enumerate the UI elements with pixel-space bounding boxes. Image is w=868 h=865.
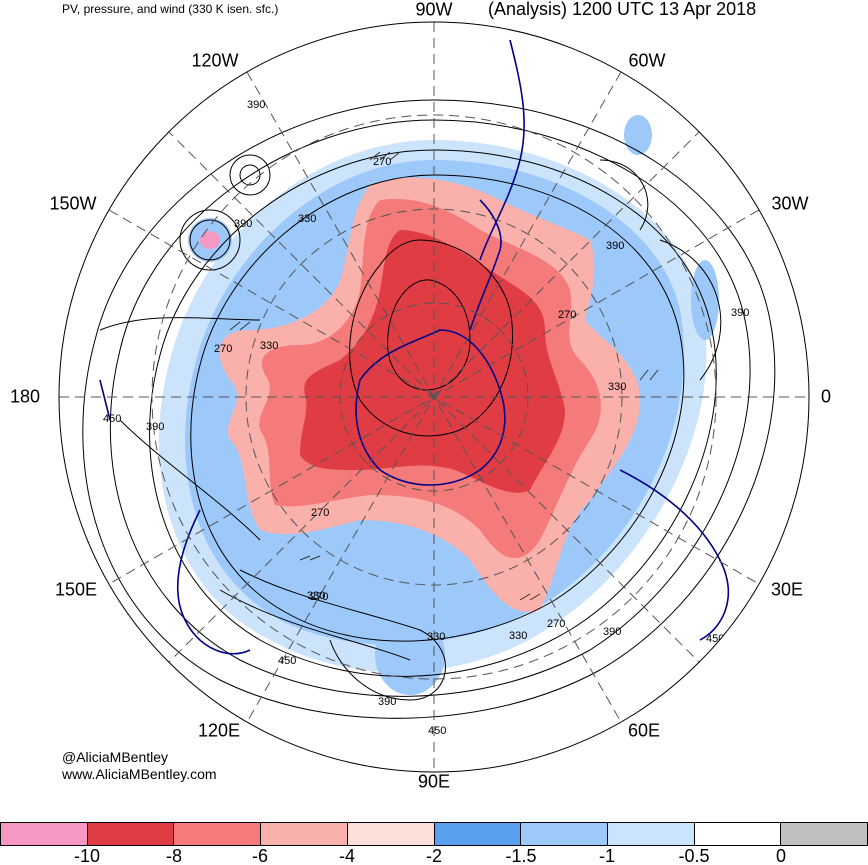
contour-label: 330 [298, 213, 316, 225]
colorbar-tick: -6 [251, 846, 269, 865]
colorbar-tick: -0.5 [678, 846, 710, 865]
contour-label: 450 [706, 633, 724, 645]
analysis-time: (Analysis) 1200 UTC 13 Apr 2018 [488, 0, 757, 19]
lon-label-60w: 60W [628, 50, 666, 71]
contour-label: 270 [214, 343, 232, 355]
polar-map: 390 270 330 390 390 270 330 450 390 330 … [58, 21, 810, 773]
lon-label-150w: 150W [49, 193, 97, 214]
contour-label: 390 [146, 421, 164, 433]
colorbar-swatch [173, 822, 262, 846]
colorbar-tick: -2 [425, 846, 443, 865]
author-website: www.AliciaMBentley.com [62, 766, 217, 782]
contour-label: 330 [608, 381, 626, 393]
contour-label: 270 [373, 156, 391, 168]
lon-label-60e: 60E [627, 720, 661, 741]
lon-label-120e: 120E [197, 720, 241, 741]
lon-label-0: 0 [820, 386, 832, 407]
lon-label-150e: 150E [54, 579, 98, 600]
contour-label: 390 [606, 240, 624, 252]
contour-label: 270 [547, 618, 565, 630]
contour-label: 330 [427, 631, 445, 643]
author-handle: @AliciaMBentley [62, 749, 169, 765]
contour-label: 390 [731, 307, 749, 319]
pv-red-deep [300, 230, 565, 493]
colorbar-swatch [780, 822, 868, 846]
lon-label-90w: 90W [415, 0, 453, 20]
contour-label: 390 [247, 99, 265, 111]
lon-label-120w: 120W [191, 50, 239, 71]
plot-title: PV, pressure, and wind (330 K isen. sfc.… [62, 2, 279, 16]
contour-label: 270 [558, 309, 576, 321]
contour-label: 450 [103, 413, 121, 425]
colorbar-tick: -1.5 [505, 846, 537, 865]
contour-label: 390 [234, 218, 252, 230]
contour-label: 270 [311, 507, 329, 519]
colorbar-tick: -4 [338, 846, 356, 865]
colorbar-swatch [433, 822, 522, 846]
colorbar [0, 822, 868, 846]
colorbar-swatch [346, 822, 435, 846]
colorbar-swatch [260, 822, 348, 846]
lon-label-30e: 30E [770, 579, 804, 600]
colorbar-tick: -10 [73, 846, 101, 865]
colorbar-tick: 0 [775, 846, 787, 865]
colorbar-swatch [520, 822, 608, 846]
contour-label: 270 [310, 591, 328, 603]
contour-label: 390 [603, 626, 621, 638]
colorbar-tick: -8 [165, 846, 183, 865]
lon-label-90e: 90E [417, 771, 451, 792]
colorbar-swatch [0, 822, 88, 846]
colorbar-tick: -1 [598, 846, 616, 865]
lon-label-30w: 30W [771, 193, 809, 214]
contour-label: 330 [260, 340, 278, 352]
contour-label: 330 [509, 630, 527, 642]
contour-label: 330 [307, 590, 325, 602]
contour-label: 390 [378, 696, 396, 708]
contour-label: 450 [428, 725, 446, 737]
colorbar-swatch [606, 822, 695, 846]
contour-label: 450 [278, 655, 296, 667]
lon-label-180: 180 [9, 386, 41, 407]
colorbar-swatch [86, 822, 175, 846]
colorbar-swatch [693, 822, 782, 846]
